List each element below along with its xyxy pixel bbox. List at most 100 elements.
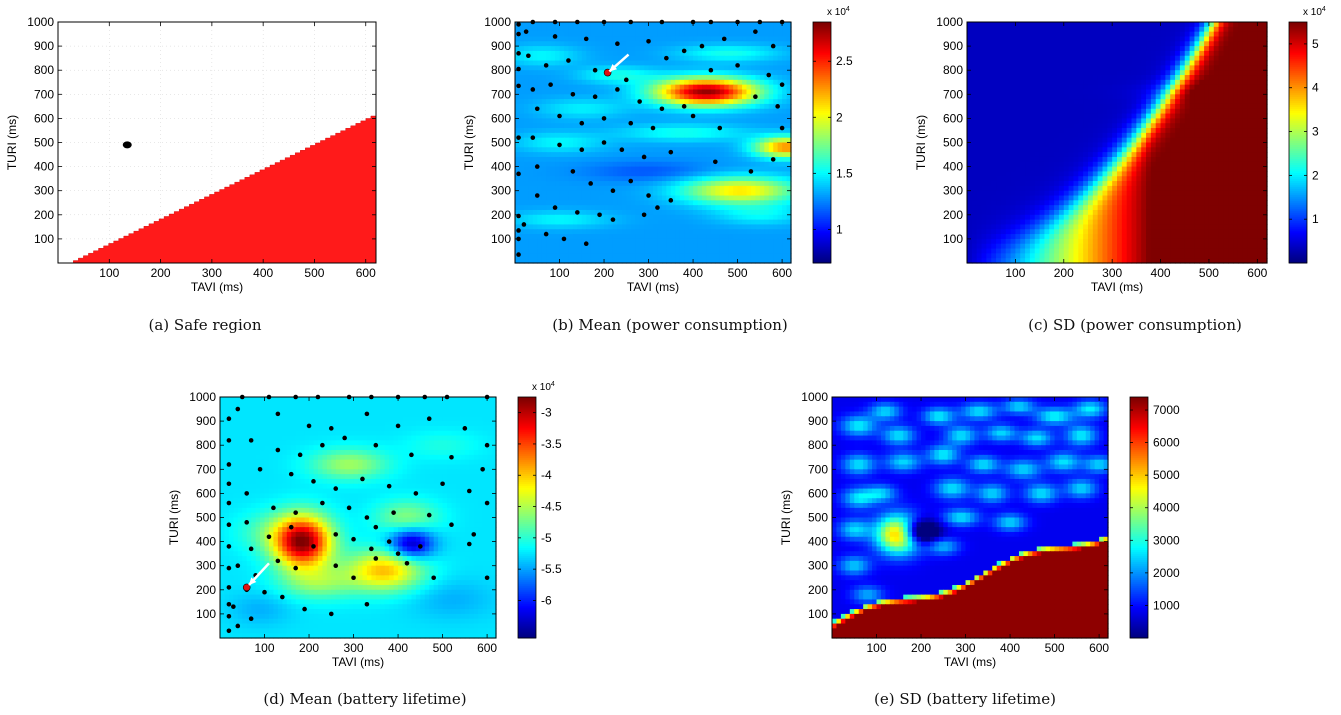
heatmap-cell [532,84,538,91]
heatmap-cell [971,94,978,100]
heatmap-cell [724,113,730,119]
heatmap-cell [1223,75,1229,81]
heatmap-cell [1262,103,1268,110]
heatmap-cell [581,161,587,168]
heatmap-cell [728,234,734,240]
heatmap-cell [572,142,578,148]
heatmap-cell [555,55,561,62]
heatmap-cell [1218,55,1225,62]
heatmap-cell [1262,41,1268,47]
heatmap-cell [737,181,743,187]
y-tick-label: 100 [34,232,54,246]
heatmap-cell [786,94,792,100]
heatmap-cell [786,224,792,230]
heatmap-cell [684,224,690,230]
sample-point [516,213,521,219]
heatmap-cell [1107,123,1113,129]
heatmap-cell [675,219,681,226]
heatmap-cell [550,166,556,173]
heatmap-cell [777,166,783,173]
heatmap-cell [1204,31,1210,38]
heatmap-cell [1087,41,1094,47]
heatmap-cell [728,152,734,158]
heatmap-cell [515,248,521,254]
heatmap-cell [768,166,774,173]
heatmap-cell [746,75,752,81]
heatmap-cell [1194,26,1200,33]
heatmap-cell [1131,108,1137,115]
heatmap-cell [1005,22,1012,28]
heatmap-cell [599,152,605,158]
heatmap-cell [996,99,1002,105]
heatmap-cell [577,123,583,129]
heatmap-cell [1025,113,1031,119]
heatmap-cell [1199,70,1205,76]
heatmap-cell [706,214,712,221]
heatmap-cell [612,94,618,100]
heatmap-cell [621,60,627,66]
heatmap-cell [604,181,610,187]
heatmap-cell [1073,22,1079,28]
heatmap-cell [1242,103,1249,110]
heatmap-cell [733,46,739,52]
heatmap-cell [661,118,667,124]
heatmap-cell [728,224,734,230]
heatmap-cell [563,229,570,235]
heatmap-cell [519,26,525,33]
heatmap-cell [666,123,672,129]
heatmap-cell [710,89,716,95]
heatmap-cell [621,238,627,245]
heatmap-cell [1233,79,1239,86]
heatmap-cell [563,22,570,28]
heatmap-cell [1257,99,1263,105]
heatmap-cell [1242,75,1249,81]
sample-point [779,82,785,87]
heatmap-cell [599,94,605,100]
heatmap-cells [515,22,792,264]
heatmap-cell [1078,70,1084,76]
heatmap-cell [976,22,983,28]
heatmap-cell [581,137,587,144]
heatmap-cell [759,234,765,240]
heatmap-cell [768,243,774,250]
heatmap-cell [755,224,761,230]
heatmap-cell [653,147,659,153]
heatmap-cell [617,205,623,211]
heatmap-cell [595,195,601,201]
heatmap-cell [577,36,583,42]
heatmap-cell [670,224,676,230]
heatmap-cell [719,22,725,28]
heatmap-cell [661,60,667,66]
heatmap-cell [693,205,699,211]
heatmap-cell [572,60,578,66]
colorbar-step [813,230,831,234]
heatmap-cell [568,205,574,211]
heatmap-cell [1141,65,1147,71]
heatmap-cell [976,46,983,52]
heatmap-cell [635,113,641,119]
y-tick-label: 400 [491,160,511,174]
heatmap-cell [523,132,529,139]
heatmap-cell [1213,50,1220,57]
colorbar-step [813,164,831,168]
heatmap-cell [773,60,779,66]
heatmap-cell [1058,103,1065,110]
heatmap-cell [986,50,992,57]
heatmap-cell [786,205,792,211]
heatmap-cell [971,50,978,57]
heatmap-cell [701,156,708,163]
colorbar-step [813,260,831,264]
heatmap-cell [612,224,618,230]
heatmap-cell [1237,79,1244,86]
heatmap-cell [648,195,654,201]
heatmap-cell [1146,60,1152,66]
heatmap-cell [1097,123,1104,129]
heatmap-cell [532,248,538,254]
heatmap-cell [986,26,992,33]
heatmap-cell [590,108,596,115]
heatmap-cell [612,55,618,62]
sample-point [579,147,585,153]
heatmap-cell [568,118,574,124]
heatmap-cell [563,238,570,245]
